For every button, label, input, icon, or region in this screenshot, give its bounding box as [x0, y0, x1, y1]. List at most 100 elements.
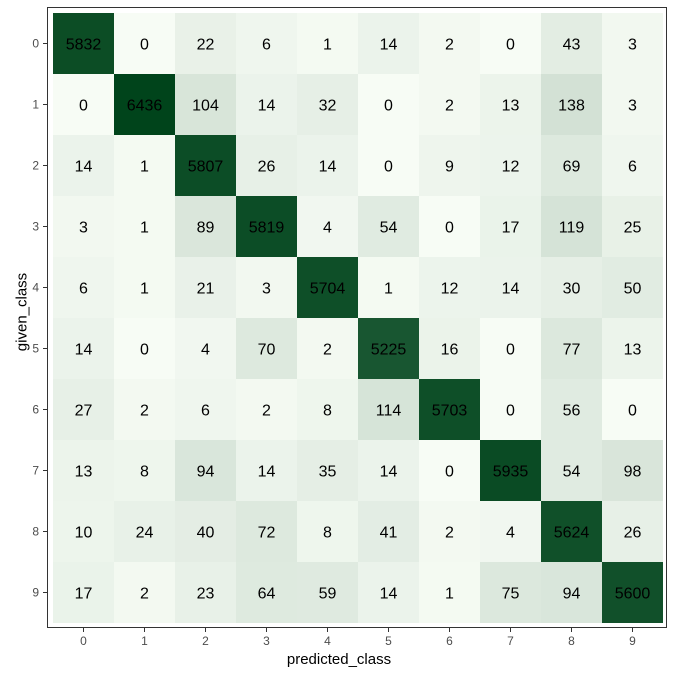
cell-value-label: 69	[563, 159, 581, 176]
y-tick-label: 4	[32, 281, 39, 295]
heatmap-cell-2-7	[480, 135, 541, 196]
heatmap-cell-6-5	[358, 379, 419, 440]
cell-value-label: 5819	[249, 220, 285, 237]
cell-value-label: 64	[258, 586, 276, 603]
heatmap-cell-7-5	[358, 440, 419, 501]
cell-value-label: 4	[323, 220, 332, 237]
cell-value-label: 2	[445, 98, 454, 115]
y-tick-label: 2	[32, 159, 39, 173]
heatmap-cell-0-4	[297, 13, 358, 74]
cell-value-label: 89	[197, 220, 215, 237]
heatmap-cell-7-4	[297, 440, 358, 501]
cell-value-label: 94	[197, 464, 215, 481]
cell-value-label: 27	[75, 403, 93, 420]
heatmap-cell-2-3	[236, 135, 297, 196]
heatmap-cell-1-8	[541, 74, 602, 135]
cell-value-label: 0	[140, 37, 149, 54]
x-axis-title: predicted_class	[286, 651, 392, 668]
heatmap-cell-4-7	[480, 257, 541, 318]
cell-value-label: 13	[75, 464, 93, 481]
heatmap-cell-6-7	[480, 379, 541, 440]
cell-value-label: 9	[445, 159, 454, 176]
heatmap-cell-3-5	[358, 196, 419, 257]
heatmap-cell-0-0	[53, 13, 114, 74]
x-tick-label: 7	[507, 634, 514, 648]
cell-value-label: 104	[192, 98, 219, 115]
heatmap-cell-1-6	[419, 74, 480, 135]
heatmap-cell-4-8	[541, 257, 602, 318]
cell-value-label: 94	[563, 586, 581, 603]
heatmap-cell-4-2	[175, 257, 236, 318]
cell-value-label: 14	[502, 281, 520, 298]
heatmap-cell-5-8	[541, 318, 602, 379]
heatmap-cell-4-5	[358, 257, 419, 318]
cell-value-label: 12	[441, 281, 459, 298]
cell-value-label: 43	[563, 37, 581, 54]
heatmap-cell-3-4	[297, 196, 358, 257]
cell-value-label: 14	[75, 159, 93, 176]
heatmap-cell-8-3	[236, 501, 297, 562]
cell-value-label: 26	[258, 159, 276, 176]
heatmap-cell-2-9	[602, 135, 663, 196]
heatmap-cell-6-2	[175, 379, 236, 440]
heatmap-cell-5-7	[480, 318, 541, 379]
y-tick-label: 8	[32, 525, 39, 539]
heatmap-cell-6-9	[602, 379, 663, 440]
cell-value-label: 40	[197, 525, 215, 542]
cell-value-label: 5832	[66, 37, 102, 54]
heatmap-cell-3-2	[175, 196, 236, 257]
heatmap-cell-9-6	[419, 562, 480, 623]
heatmap-cell-7-1	[114, 440, 175, 501]
cell-value-label: 72	[258, 525, 276, 542]
cell-value-label: 5703	[432, 403, 468, 420]
heatmap-cell-2-2	[175, 135, 236, 196]
cell-value-label: 8	[323, 403, 332, 420]
cell-value-label: 30	[563, 281, 581, 298]
cell-value-label: 35	[319, 464, 337, 481]
heatmap-cell-0-2	[175, 13, 236, 74]
cell-value-label: 2	[445, 37, 454, 54]
cell-value-label: 8	[323, 525, 332, 542]
cell-value-label: 0	[384, 159, 393, 176]
heatmap-cell-9-0	[53, 562, 114, 623]
cell-value-label: 138	[558, 98, 585, 115]
heatmap-cell-2-1	[114, 135, 175, 196]
heatmap-cell-6-8	[541, 379, 602, 440]
cell-value-label: 5600	[615, 586, 651, 603]
heatmap-cell-7-2	[175, 440, 236, 501]
heatmap-cell-1-2	[175, 74, 236, 135]
cell-value-label: 50	[624, 281, 642, 298]
heatmap-cell-8-6	[419, 501, 480, 562]
heatmap-cell-9-8	[541, 562, 602, 623]
heatmap-cell-6-4	[297, 379, 358, 440]
heatmap-cell-4-0	[53, 257, 114, 318]
heatmap-cell-0-5	[358, 13, 419, 74]
heatmap-cell-5-3	[236, 318, 297, 379]
cell-value-label: 3	[628, 37, 637, 54]
cell-value-label: 1	[384, 281, 393, 298]
cell-value-label: 22	[197, 37, 215, 54]
heatmap-cell-7-6	[419, 440, 480, 501]
cell-value-label: 14	[380, 464, 398, 481]
y-tick-label: 6	[32, 403, 39, 417]
heatmap-cell-4-3	[236, 257, 297, 318]
cell-value-label: 1	[140, 281, 149, 298]
x-tick-label: 5	[385, 634, 392, 648]
cell-value-label: 0	[445, 464, 454, 481]
cell-value-label: 0	[506, 37, 515, 54]
heatmap-cell-8-4	[297, 501, 358, 562]
heatmap-cell-0-7	[480, 13, 541, 74]
cell-value-label: 0	[140, 342, 149, 359]
heatmap-cell-3-8	[541, 196, 602, 257]
cell-value-label: 114	[376, 403, 402, 420]
heatmap-cell-3-9	[602, 196, 663, 257]
x-axis-ticks: 0 1 2 3 4 5 6 7 8 9	[80, 628, 636, 648]
cell-value-label: 0	[506, 342, 515, 359]
cell-value-label: 2	[323, 342, 332, 359]
cell-value-label: 16	[441, 342, 459, 359]
heatmap-cell-4-4	[297, 257, 358, 318]
heatmap-cell-9-7	[480, 562, 541, 623]
cell-value-label: 70	[258, 342, 276, 359]
heatmap-cell-2-8	[541, 135, 602, 196]
cell-value-label: 59	[319, 586, 337, 603]
